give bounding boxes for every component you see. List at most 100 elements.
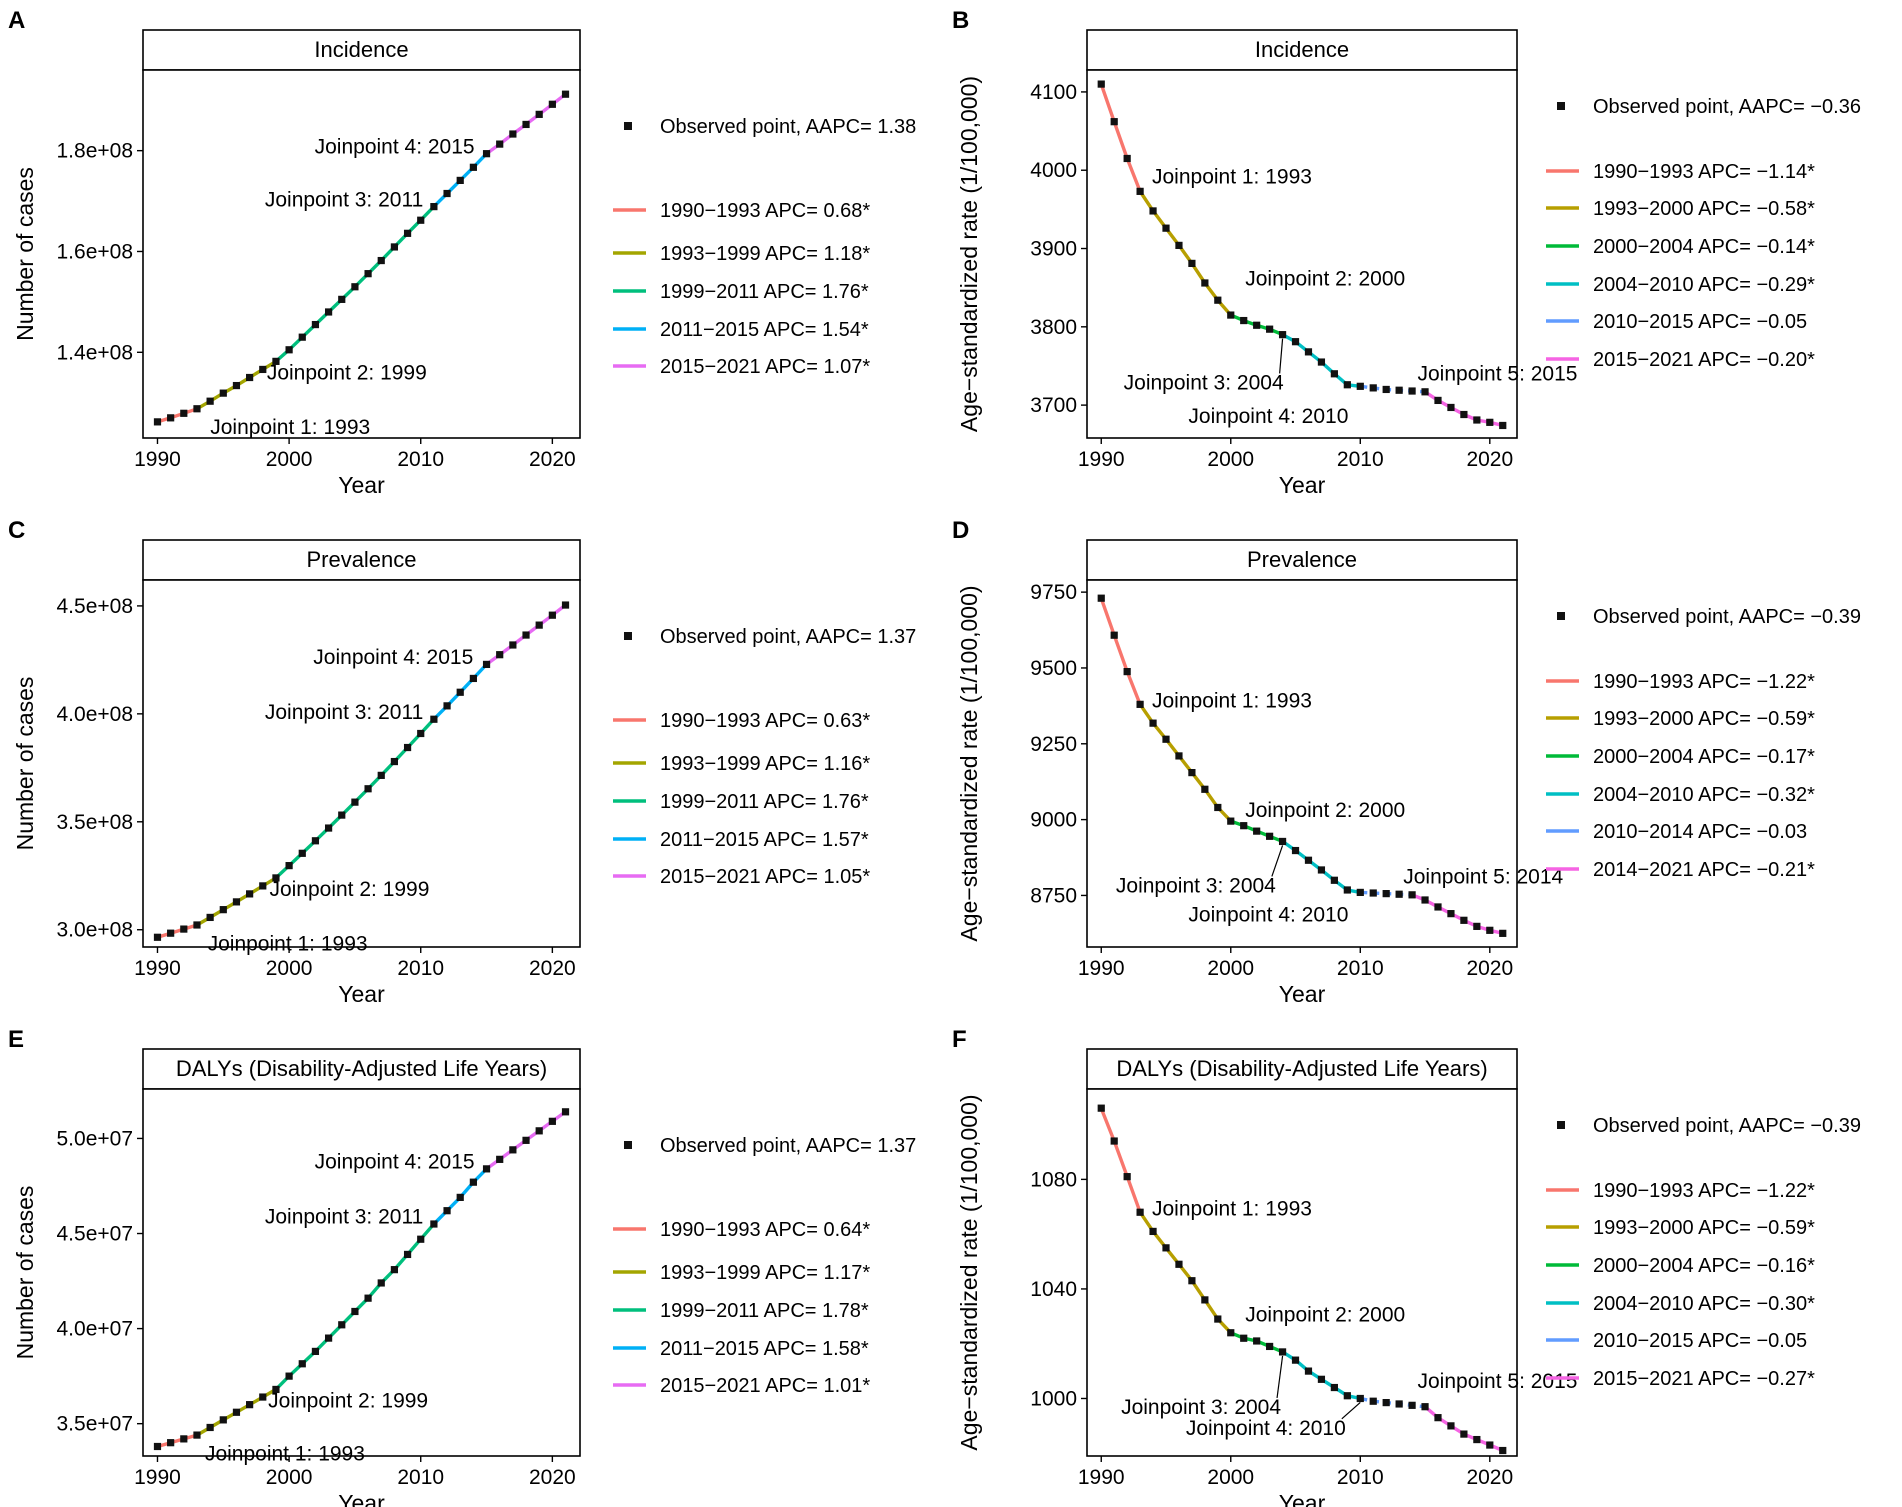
legend-label-2: 1993−2000 APC= −0.59* [1593,708,1815,730]
y-tick-label: 4.5e+07 [57,1223,134,1246]
observed-point [456,688,464,696]
x-tick-label: 1990 [134,957,181,980]
strip-title-box [1086,539,1518,581]
observed-point [535,1127,543,1135]
plot-frame [142,579,581,948]
legend-label-4: 2011−2015 APC= 1.54* [660,319,869,341]
observed-point [1188,768,1196,777]
joinpoint-label: Joinpoint 4: 2010 [1186,1417,1346,1440]
legend-observed-label: Observed point, AAPC= 1.37 [660,1135,916,1157]
x-tick-label: 2020 [1466,957,1513,980]
y-tick-label: 8750 [1030,884,1077,907]
x-tick-label: 2000 [1207,957,1254,980]
observed-point [1266,1342,1274,1351]
x-tick-label: 2010 [397,957,444,980]
observed-point [1343,1392,1351,1400]
x-tick-label: 2010 [1337,448,1384,471]
observed-point [1110,1137,1118,1145]
observed-point [1253,827,1261,835]
legend-label-4: 2011−2015 APC= 1.57* [660,829,869,851]
observed-point [1421,388,1429,396]
plot-frame [142,1088,581,1457]
x-tick-label: 2020 [529,1466,576,1489]
joinpoint-label: Joinpoint 4: 2015 [315,135,475,158]
legend-label-2: 1993−1999 APC= 1.18* [660,243,870,265]
observed-point [1317,866,1326,874]
legend-label-5: 2015−2021 APC= 1.07* [660,356,870,378]
observed-point [1369,384,1377,392]
observed-point [1447,910,1455,918]
joinpoint-label: Joinpoint 1: 1993 [1152,166,1312,189]
observed-point [167,929,175,937]
observed-point [1447,1422,1455,1430]
joinpoint-label: Joinpoint 1: 1993 [205,1442,365,1465]
observed-point [351,283,359,291]
observed-point [1317,1375,1326,1383]
joinpoint-label: Joinpoint 2: 2000 [1245,267,1405,290]
joinpoint-label: Joinpoint 3: 2004 [1121,1396,1281,1419]
joinpoint-leader [1271,845,1284,877]
plot-frame [1086,69,1518,439]
legend-label-3: 2000−2004 APC= −0.17* [1593,746,1815,768]
legend-label-1: 1990−1993 APC= −1.22* [1593,671,1815,693]
observed-point [1382,1398,1390,1407]
observed-point [364,1294,372,1302]
observed-point [390,1266,399,1274]
observed-point [1317,358,1326,366]
strip-title: DALYs (Disability-Adjusted Life Years) [1116,1056,1487,1081]
observed-point [338,1321,346,1329]
observed-point [167,1439,175,1447]
observed-point [1162,735,1170,743]
observed-point [1278,331,1287,339]
legend-label-3: 1999−2011 APC= 1.76* [660,281,869,303]
observed-point [180,925,188,933]
observed-point [443,189,451,198]
y-tick-label: 9500 [1030,657,1077,680]
legend: Observed point, AAPC= −0.39 1990−1993 APC… [1546,1115,1861,1390]
joinpoint-label: Joinpoint 5: 2015 [1418,362,1578,385]
y-tick-label: 1.4e+08 [57,341,134,364]
observed-point [1291,846,1300,855]
y-tick-label: 3800 [1030,316,1077,339]
observed-point [1460,410,1468,419]
observed-point [377,771,385,779]
legend-label-2: 1993−1999 APC= 1.17* [660,1262,870,1284]
observed-point [1304,348,1313,356]
legend-observed-marker [1557,102,1565,110]
observed-point [1110,631,1118,639]
observed-point [1395,386,1403,394]
observed-point [1123,667,1131,676]
observed-point [482,660,491,669]
y-tick-label: 9000 [1030,809,1077,832]
joinpoint-label: Joinpoint 1: 1993 [1152,1198,1312,1221]
x-tick-label: 2000 [1207,1466,1254,1489]
legend-observed-label: Observed point, AAPC= −0.39 [1593,606,1861,628]
observed-point [1421,896,1429,904]
observed-point [403,743,412,752]
observed-point [1227,1329,1235,1337]
observed-point [1201,1296,1209,1304]
observed-point [443,702,451,710]
observed-point [1499,421,1507,430]
legend-label-1: 1990−1993 APC= −1.22* [1593,1180,1815,1202]
observed-point [1291,1356,1300,1364]
y-axis-title: Age−standardized rate (1/100,000) [956,1094,982,1450]
x-tick-label: 2010 [1337,1466,1384,1489]
x-axis-title: Year [338,472,385,498]
legend: Observed point, AAPC= 1.37 1990−1993 APC=… [613,626,916,888]
legend-observed-marker [1557,612,1565,620]
x-axis-title: Year [1279,472,1326,498]
observed-point [482,150,491,158]
observed-point [548,100,556,108]
x-axis-title: Year [338,1490,385,1507]
y-tick-label: 4.0e+08 [57,703,134,726]
observed-point [1330,1383,1338,1392]
x-tick-label: 2020 [529,448,576,471]
observed-point [1486,926,1494,934]
observed-point [193,1431,201,1439]
observed-point [1240,822,1248,830]
panel-f: F DALYs (Disability-Adjusted Life Years) 1… [952,1026,1861,1507]
y-tick-label: 3.5e+07 [57,1413,134,1436]
observed-point [1214,296,1222,304]
